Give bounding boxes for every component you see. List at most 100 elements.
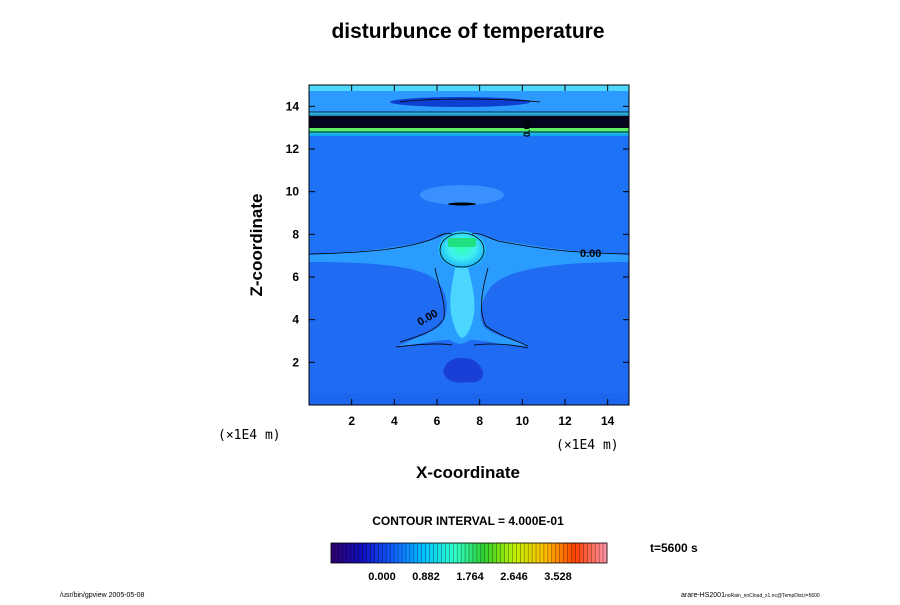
y-tick-label: 6 [292, 270, 299, 284]
colorbar-segment [595, 543, 600, 563]
colorbar-segment [603, 543, 608, 563]
colorbar-segment [378, 543, 383, 563]
colorbar-segment [520, 543, 525, 563]
colorbar-segment [579, 543, 584, 563]
colorbar-segment [453, 543, 458, 563]
colorbar-segment [591, 543, 596, 563]
contour-lines [309, 98, 629, 349]
colorbar-segment [508, 543, 513, 563]
colorbar-segment [394, 543, 399, 563]
y-tick-label: 10 [286, 185, 300, 199]
colorbar-tick-label: 3.528 [544, 571, 572, 583]
y-axis-ticks: 2 4 6 8 10 12 14 [286, 99, 629, 369]
y-tick-label: 8 [292, 227, 299, 241]
colorbar-segment [571, 543, 576, 563]
field-plume-stem [450, 268, 475, 338]
footer-right: arare-HS2001noRain_noCloud_x1.nc@TempDis… [681, 592, 820, 599]
footer-right-sub: noRain_noCloud_x1.nc@TempDist,t=5600 [725, 593, 820, 599]
colorbar-segment [366, 543, 371, 563]
colorbar-segment [350, 543, 356, 563]
colorbar-tick-label: 2.646 [500, 571, 528, 583]
contour-line-lower [395, 343, 529, 349]
colorbar-segment [370, 543, 375, 563]
x-tick-label: 4 [391, 414, 398, 428]
colorbar-segment [449, 543, 454, 563]
colorbar-segment [599, 543, 604, 563]
colorbar-segment [382, 543, 387, 563]
field-tropopause-green [309, 128, 629, 131]
y-axis-label: Z-coordinate [247, 194, 266, 297]
colorbar-segment [532, 543, 537, 563]
x-tick-label: 14 [601, 414, 615, 428]
x-axis-label: X-coordinate [416, 463, 520, 482]
contour-label: 0.00 [522, 119, 532, 137]
colorbar-segment [469, 543, 474, 563]
colorbar-segment [472, 543, 478, 563]
x-tick-label: 12 [558, 414, 572, 428]
colorbar-segment [445, 543, 450, 563]
x-tick-label: 8 [476, 414, 483, 428]
y-tick-label: 14 [286, 99, 300, 113]
colorbar-segment [587, 543, 592, 563]
colorbar-segment [425, 543, 430, 563]
colorbar [330, 543, 608, 563]
colorbar-segment [476, 543, 482, 563]
field-thermal-dome [420, 185, 504, 205]
field-upper-cell [390, 97, 530, 107]
plot-frame [308, 84, 630, 406]
colorbar-segment [338, 543, 344, 563]
colorbar-segment [433, 543, 438, 563]
time-label: t=5600 s [650, 541, 698, 555]
field-cold-pool [443, 358, 484, 383]
contour-line-zero-upper [309, 233, 629, 255]
colorbar-segment [492, 543, 497, 563]
colorbar-segment [496, 543, 501, 563]
contour-label: 0.00 [580, 248, 601, 260]
colorbar-segment [528, 543, 533, 563]
chart-title: disturbunce of temperature [331, 20, 604, 43]
colorbar-segment [346, 543, 352, 563]
colorbar-segment [536, 543, 541, 563]
colorbar-segment [512, 543, 517, 563]
colorbar-segment [390, 543, 395, 563]
colorbar-segment [567, 543, 572, 563]
colorbar-segment [334, 543, 340, 563]
colorbar-segment [413, 543, 419, 563]
colorbar-frame [330, 542, 608, 564]
field-plume-head [438, 231, 486, 269]
x-tick-label: 6 [434, 414, 441, 428]
footer-right-main: arare-HS2001 [681, 592, 725, 599]
contour-line-head [439, 232, 485, 268]
colorbar-segment [374, 543, 379, 563]
colorbar-segment [524, 543, 529, 563]
colorbar-segment [583, 543, 588, 563]
colorbar-segment [575, 543, 580, 563]
colorbar-segment [461, 543, 466, 563]
y-axis-unit: (×1E4 m) [218, 428, 281, 443]
colorbar-segment [437, 543, 442, 563]
colorbar-segment [331, 543, 336, 563]
colorbar-segment [484, 543, 490, 563]
colorbar-segment [362, 543, 367, 563]
colorbar-segment [441, 543, 446, 563]
colorbar-segment [358, 543, 363, 563]
field-plume-core [448, 238, 476, 247]
field-ground-band [309, 393, 629, 405]
colorbar-segment [500, 543, 505, 563]
contour-line-plume [399, 267, 529, 347]
y-tick-label: 4 [292, 313, 299, 327]
colorbar-segment [551, 543, 557, 563]
colorbar-segment [516, 543, 521, 563]
colorbar-segment [465, 543, 470, 563]
y-tick-label: 2 [292, 355, 299, 369]
field-top-strip [309, 85, 629, 91]
colorbar-segment [398, 543, 403, 563]
colorbar-segment [555, 543, 561, 563]
colorbar-segment [405, 543, 411, 563]
colorbar-segment [504, 543, 509, 563]
x-axis-unit: (×1E4 m) [556, 438, 619, 453]
colorbar-segment [342, 543, 348, 563]
colorbar-ticks: 0.000 0.882 1.764 2.646 3.528 [368, 571, 572, 583]
colorbar-segment [417, 543, 423, 563]
